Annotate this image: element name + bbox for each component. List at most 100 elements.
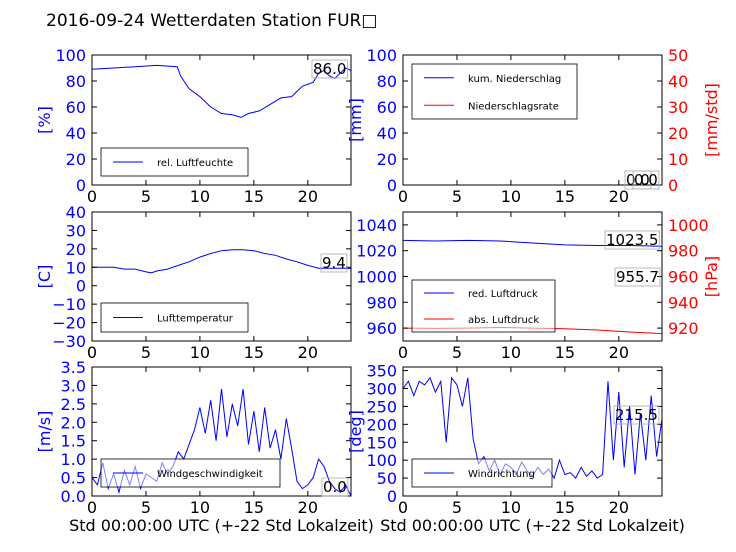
x-tick-label: 15	[555, 498, 575, 517]
x-tick-label: 20	[298, 343, 318, 362]
value-annotation: 0.0	[626, 171, 650, 189]
value-annotation-box	[632, 170, 660, 190]
x-tick-label: 20	[609, 343, 629, 362]
y-tick-label: 1000	[356, 268, 397, 287]
y-tick-label: 960	[366, 319, 397, 338]
x-tick-label: 10	[190, 498, 210, 517]
series-line-4-1	[402, 239, 663, 247]
legend-label: abs. Luftdruck	[468, 315, 539, 326]
panel-4: 0 5 10 15 20 960 980 1000 1020 1040 920 940 960 980 10…	[356, 211, 721, 362]
y-right-tick-label: 960	[668, 268, 699, 287]
y-right-tick-label: 40	[668, 72, 688, 91]
y-tick-label: 80	[377, 72, 397, 91]
legend-label: Niederschlagsrate	[468, 101, 559, 112]
y-right-tick-label: 20	[668, 124, 688, 143]
x-tick-label: 20	[298, 498, 318, 517]
legend-label: red. Luftdruck	[468, 289, 538, 300]
y-tick-label: −30	[52, 332, 86, 351]
y-tick-label: 2.0	[61, 413, 86, 432]
x-tick-label: 0	[398, 498, 408, 517]
legend-label: rel. Luftfeuchte	[157, 158, 233, 169]
y-axis-label: [deg]	[346, 410, 365, 453]
y-right-axis-label: [hPa]	[702, 256, 721, 297]
legend-label: Windrichtung	[468, 469, 535, 480]
x-tick-label: 5	[141, 187, 151, 206]
value-annotation: 0.0	[634, 171, 658, 189]
series-line-3-1	[92, 249, 352, 274]
y-right-tick-label: 1000	[668, 216, 709, 235]
y-right-tick-label: 30	[668, 98, 688, 117]
y-tick-label: 3.5	[61, 358, 86, 377]
y-tick-label: 0.5	[61, 469, 86, 488]
legend-label: Windgeschwindigkeit	[157, 469, 263, 480]
x-tick-label: 0	[87, 187, 97, 206]
value-annotation: 1023.5	[606, 231, 659, 249]
figure-title: 2016-09-24 Wetterdaten Station FUR□	[46, 11, 377, 31]
y-tick-label: 20	[377, 150, 397, 169]
y-tick-label: 20	[66, 240, 86, 259]
panel-3: 0 5 10 15 20−30−20−10010203040[C]Lufttempera…	[35, 203, 352, 362]
x-tick-label: 15	[244, 187, 264, 206]
y-tick-label: 2.5	[61, 395, 86, 414]
legend-3: Lufttemperatur	[100, 302, 249, 333]
y-axis-label: [m/s]	[35, 411, 54, 453]
y-tick-label: 1020	[356, 242, 397, 261]
y-tick-label: −20	[52, 314, 86, 333]
y-tick-label: 0	[387, 487, 397, 506]
value-annotation-box	[613, 405, 660, 425]
x-tick-label: 0	[398, 187, 408, 206]
x-tick-label: 10	[501, 498, 521, 517]
panel-5: 0 5 10 15 200.00.51.01.52.02.53.03.5[m/s]Std…	[35, 358, 374, 535]
x-tick-label: 10	[190, 187, 210, 206]
legend-box	[411, 279, 556, 333]
y-right-tick-label: 10	[668, 150, 688, 169]
y-tick-label: 10	[66, 258, 86, 277]
y-tick-label: 0.0	[61, 487, 86, 506]
x-tick-label: 20	[609, 187, 629, 206]
y-tick-label: 1040	[356, 216, 397, 235]
y-tick-label: 20	[66, 150, 86, 169]
x-tick-label: 15	[244, 343, 264, 362]
value-annotation-box	[321, 477, 349, 497]
y-right-tick-label: 920	[668, 319, 699, 338]
legend-2: kum. Niederschlag Niederschlagsrate	[411, 63, 578, 120]
x-tick-label: 5	[141, 498, 151, 517]
y-tick-label: 80	[66, 72, 86, 91]
x-tick-label: 20	[609, 498, 629, 517]
value-annotation: 86.0	[313, 60, 346, 78]
axes-frame-5	[91, 366, 352, 497]
y-right-tick-label: 980	[668, 242, 699, 261]
x-tick-label: 5	[452, 498, 462, 517]
value-annotation: 0.0	[323, 478, 347, 496]
y-axis-label: [mm]	[346, 98, 365, 142]
y-tick-label: 40	[377, 124, 397, 143]
axes-frame-3	[91, 211, 352, 342]
y-tick-label: 1.0	[61, 450, 86, 469]
y-tick-label: 250	[366, 397, 397, 416]
x-tick-label: 0	[87, 343, 97, 362]
y-tick-label: 0	[387, 176, 397, 195]
value-annotation-box	[614, 267, 661, 287]
legend-5: Windgeschwindigkeit	[100, 458, 281, 488]
x-tick-label: 15	[555, 187, 575, 206]
legend-6: Windrichtung	[411, 458, 553, 488]
value-annotation: 9.4	[322, 254, 346, 272]
value-annotation-box	[604, 230, 660, 250]
x-tick-label: 5	[452, 343, 462, 362]
y-tick-label: 100	[55, 46, 86, 65]
y-tick-label: 200	[366, 415, 397, 434]
legend-4: red. Luftdruck abs. Luftdruck	[411, 279, 556, 333]
x-tick-label: 5	[141, 343, 151, 362]
x-tick-label: 10	[501, 343, 521, 362]
y-tick-label: −10	[52, 295, 86, 314]
y-tick-label: 150	[366, 433, 397, 452]
x-tick-label: 10	[190, 343, 210, 362]
y-tick-label: 350	[366, 362, 397, 381]
y-tick-label: 100	[366, 46, 397, 65]
value-annotation: 215.5	[615, 406, 658, 424]
